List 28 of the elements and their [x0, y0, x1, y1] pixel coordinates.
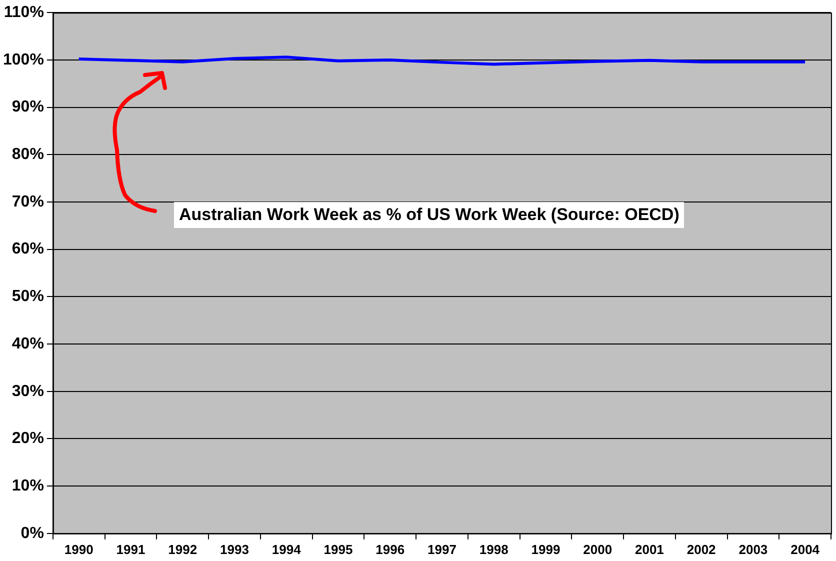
x-tick-label: 2000 [583, 542, 612, 557]
y-tick-label: 10% [12, 477, 44, 494]
annotation: Australian Work Week as % of US Work Week (Source: OECD) [174, 202, 684, 228]
x-tick-label: 1990 [64, 542, 94, 557]
x-tick-label: 1999 [531, 542, 560, 557]
x-tick-label: 1991 [116, 542, 146, 557]
x-tick-label: 1995 [324, 542, 353, 557]
x-tick-label: 2002 [686, 542, 716, 557]
y-tick-label: 100% [3, 51, 44, 68]
x-tick-label: 2001 [634, 542, 664, 557]
x-tick-label: 1992 [168, 542, 198, 557]
y-tick-label: 110% [4, 4, 44, 22]
y-tick-label: 0% [20, 524, 44, 542]
x-tick-label: 1996 [376, 542, 405, 557]
y-tick-label: 70% [12, 193, 44, 210]
y-tick-label: 50% [12, 288, 44, 306]
y-tick-label: 90% [12, 98, 44, 116]
x-tick-label: 1998 [479, 542, 508, 557]
y-tick-label: 80% [12, 146, 44, 164]
x-tick-label: 1994 [272, 542, 302, 557]
y-tick-label: 60% [12, 240, 44, 258]
y-tick-label: 20% [12, 430, 44, 448]
x-tick-label: 1993 [220, 542, 249, 557]
y-tick-label: 40% [12, 335, 44, 352]
x-tick-label: 2004 [790, 542, 820, 557]
y-tick-label: 30% [12, 382, 44, 400]
x-tick-label: 1997 [428, 542, 456, 557]
x-tick-label: 2003 [738, 542, 768, 557]
